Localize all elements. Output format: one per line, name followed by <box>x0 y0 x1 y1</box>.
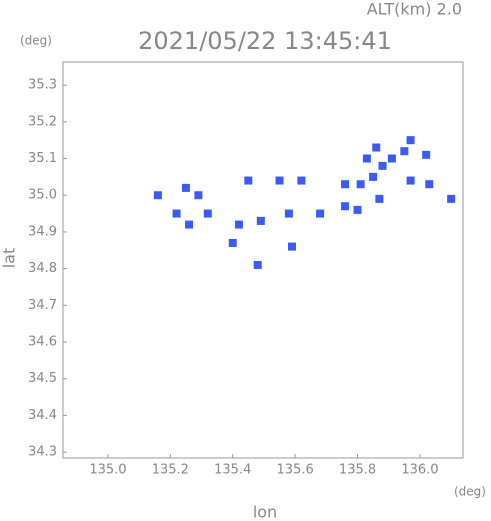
y-tick-label: 34.5 <box>28 371 57 386</box>
echo-point <box>284 209 293 218</box>
echo-point <box>234 220 243 229</box>
y-tick-label: 34.8 <box>28 261 57 276</box>
y-tick-label: 35.2 <box>28 114 57 129</box>
altitude-label: ALT(km) 2.0 <box>367 0 462 19</box>
x-tick-label: 135.4 <box>214 463 251 478</box>
echo-point <box>341 202 350 211</box>
echo-point <box>362 154 371 163</box>
x-tick-label: 136.0 <box>401 463 438 478</box>
echo-point <box>181 183 190 192</box>
echo-point <box>387 154 396 163</box>
y-tick-label: 34.6 <box>28 335 57 350</box>
echo-point <box>375 194 384 203</box>
y-tick-label: 35.0 <box>28 188 57 203</box>
echo-point <box>194 191 203 200</box>
echo-point <box>203 209 212 218</box>
echo-point <box>288 242 297 251</box>
y-tick-label: 34.9 <box>28 224 57 239</box>
plot-frame <box>62 61 464 459</box>
echo-point <box>372 143 381 152</box>
echo-point <box>406 136 415 145</box>
echo-point <box>425 180 434 189</box>
echo-point <box>228 238 237 247</box>
echo-point <box>253 260 262 269</box>
x-tick-label: 135.8 <box>339 463 376 478</box>
y-tick-label: 34.3 <box>28 445 57 460</box>
x-tick-label: 135.2 <box>152 463 189 478</box>
echo-point <box>400 147 409 156</box>
y-tick-label: 35.3 <box>28 78 57 93</box>
y-unit: (deg) <box>20 34 52 48</box>
echo-point <box>369 172 378 181</box>
x-tick-label: 135.6 <box>277 463 314 478</box>
x-tick-label: 135.0 <box>89 463 126 478</box>
echo-point <box>256 216 265 225</box>
x-axis-label: lon <box>253 503 277 521</box>
y-axis-label: lat <box>0 248 19 269</box>
echo-point <box>153 191 162 200</box>
echo-point <box>406 176 415 185</box>
echo-point <box>316 209 325 218</box>
y-tick-label: 34.7 <box>28 298 57 313</box>
echo-point <box>378 161 387 170</box>
x-unit: (deg) <box>454 485 486 499</box>
chart-title: 2021/05/22 13:45:41 <box>138 27 392 55</box>
y-tick-label: 34.4 <box>28 408 57 423</box>
echo-point <box>244 176 253 185</box>
echo-point <box>447 194 456 203</box>
echo-point <box>275 176 284 185</box>
echo-point <box>172 209 181 218</box>
echo-point <box>356 180 365 189</box>
echo-point <box>297 176 306 185</box>
y-tick-label: 35.1 <box>28 151 57 166</box>
echo-point <box>353 205 362 214</box>
echo-point <box>341 180 350 189</box>
echo-point <box>422 150 431 159</box>
echo-point <box>185 220 194 229</box>
